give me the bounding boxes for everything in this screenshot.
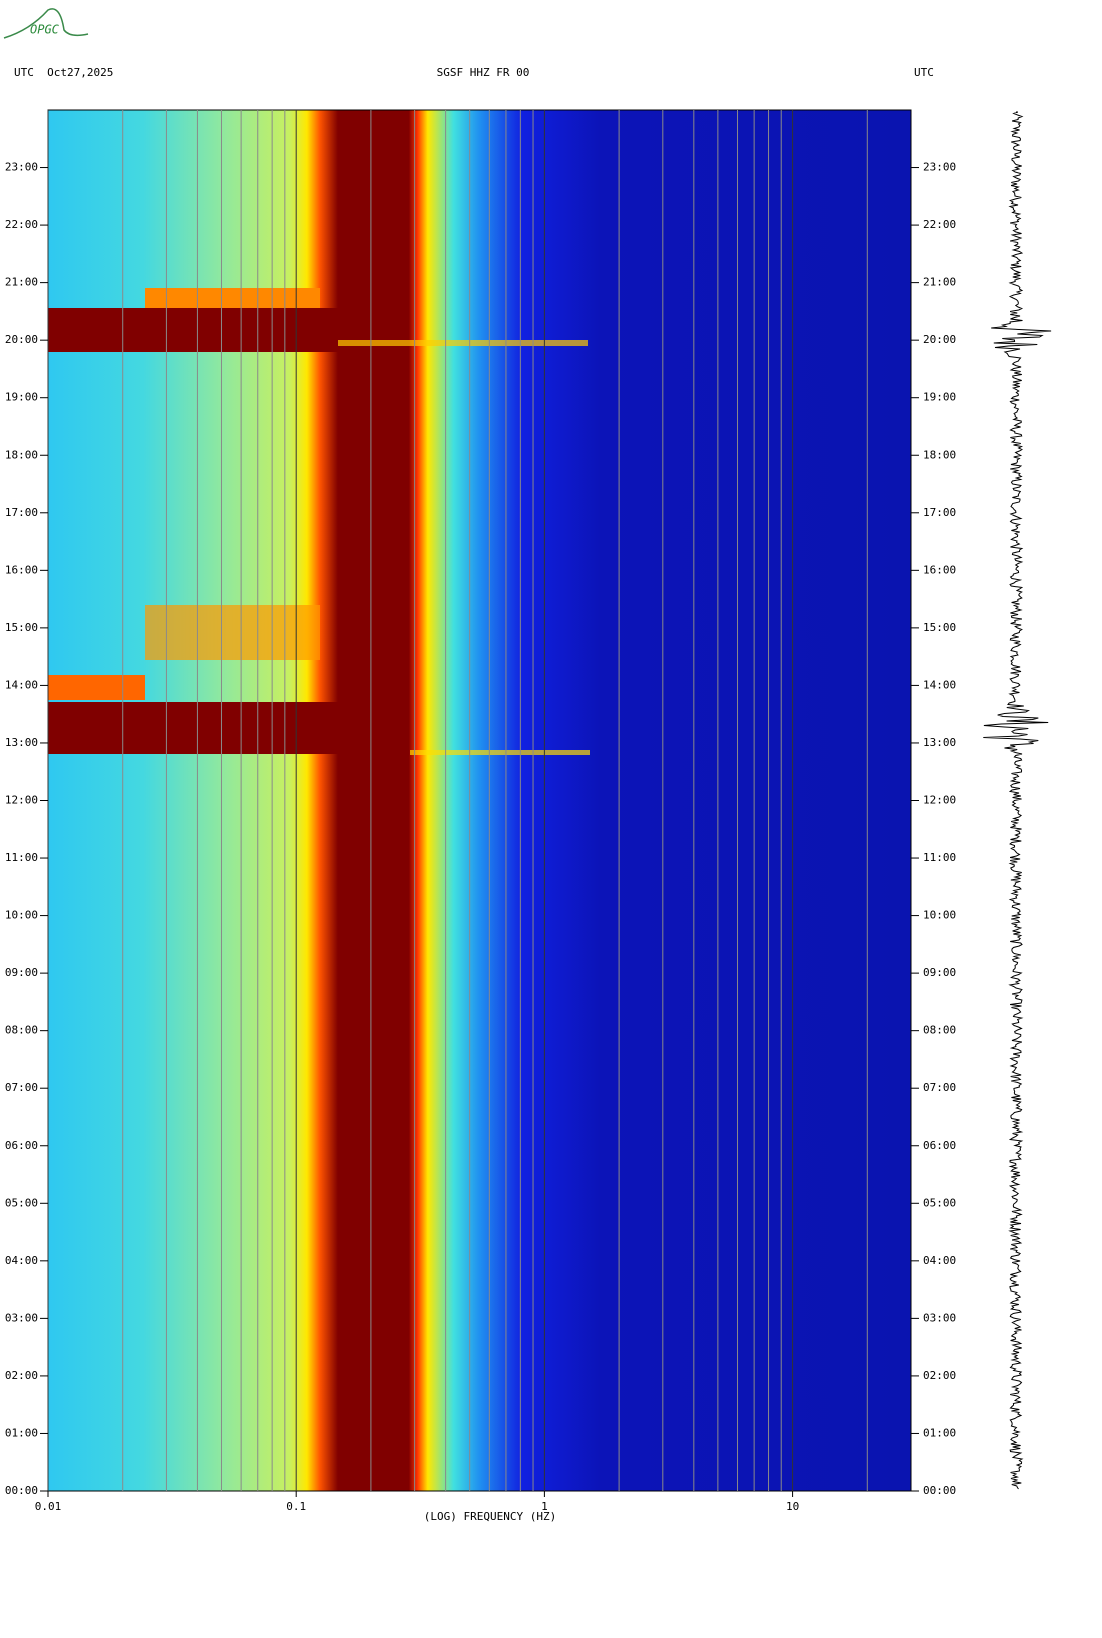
y-tick-label: 12:00 xyxy=(923,794,956,807)
y-tick-label: 02:00 xyxy=(923,1369,956,1382)
y-tick-label: 15:00 xyxy=(923,621,956,634)
y-tick-label: 22:00 xyxy=(5,218,38,231)
y-tick-label: 06:00 xyxy=(923,1139,956,1152)
event-band xyxy=(410,750,590,755)
event-band xyxy=(145,605,320,660)
y-tick-label: 10:00 xyxy=(5,909,38,922)
left-header: UTC Oct27,2025 xyxy=(14,66,113,79)
y-tick-label: 11:00 xyxy=(5,851,38,864)
y-tick-label: 08:00 xyxy=(5,1024,38,1037)
x-tick-label: 0.1 xyxy=(286,1500,306,1513)
y-tick-label: 09:00 xyxy=(5,966,38,979)
y-tick-label: 23:00 xyxy=(5,161,38,174)
y-tick-label: 04:00 xyxy=(5,1254,38,1267)
y-tick-label: 17:00 xyxy=(923,506,956,519)
y-tick-label: 21:00 xyxy=(5,276,38,289)
event-band xyxy=(48,308,338,352)
y-tick-label: 13:00 xyxy=(5,736,38,749)
y-tick-label: 00:00 xyxy=(923,1484,956,1497)
y-tick-label: 03:00 xyxy=(923,1311,956,1324)
y-tick-label: 18:00 xyxy=(5,448,38,461)
y-tick-label: 05:00 xyxy=(5,1196,38,1209)
y-tick-label: 06:00 xyxy=(5,1139,38,1152)
y-tick-label: 08:00 xyxy=(923,1024,956,1037)
x-axis-label: (LOG) FREQUENCY (HZ) xyxy=(424,1510,556,1523)
y-tick-label: 16:00 xyxy=(923,563,956,576)
y-tick-label: 13:00 xyxy=(923,736,956,749)
event-band xyxy=(338,340,588,346)
y-tick-label: 02:00 xyxy=(5,1369,38,1382)
right-header: UTC xyxy=(914,66,934,79)
y-tick-label: 07:00 xyxy=(923,1081,956,1094)
y-tick-label: 01:00 xyxy=(5,1426,38,1439)
y-tick-label: 09:00 xyxy=(923,966,956,979)
y-tick-label: 17:00 xyxy=(5,506,38,519)
y-tick-label: 00:00 xyxy=(5,1484,38,1497)
y-tick-label: 19:00 xyxy=(5,391,38,404)
event-band xyxy=(145,288,320,308)
y-tick-label: 04:00 xyxy=(923,1254,956,1267)
event-band xyxy=(48,675,145,700)
y-tick-label: 10:00 xyxy=(923,909,956,922)
y-tick-label: 18:00 xyxy=(923,448,956,461)
y-tick-label: 15:00 xyxy=(5,621,38,634)
y-tick-label: 03:00 xyxy=(5,1311,38,1324)
y-tick-label: 22:00 xyxy=(923,218,956,231)
logo-mark xyxy=(3,8,89,39)
y-tick-label: 14:00 xyxy=(5,678,38,691)
logo: OPGC xyxy=(30,23,60,37)
y-tick-label: 23:00 xyxy=(923,161,956,174)
y-tick-label: 20:00 xyxy=(923,333,956,346)
seismogram-trace xyxy=(983,111,1052,1490)
y-tick-label: 14:00 xyxy=(923,678,956,691)
x-tick-label: 0.01 xyxy=(35,1500,62,1513)
y-tick-label: 01:00 xyxy=(923,1426,956,1439)
y-tick-label: 19:00 xyxy=(923,391,956,404)
y-tick-label: 21:00 xyxy=(923,276,956,289)
y-tick-label: 16:00 xyxy=(5,563,38,576)
event-band xyxy=(48,702,338,754)
y-tick-label: 11:00 xyxy=(923,851,956,864)
y-tick-label: 05:00 xyxy=(923,1196,956,1209)
y-tick-label: 20:00 xyxy=(5,333,38,346)
chart-title: SGSF HHZ FR 00 xyxy=(437,66,530,79)
y-tick-label: 12:00 xyxy=(5,794,38,807)
x-tick-label: 1 xyxy=(541,1500,548,1513)
y-tick-label: 07:00 xyxy=(5,1081,38,1094)
x-tick-label: 10 xyxy=(786,1500,799,1513)
